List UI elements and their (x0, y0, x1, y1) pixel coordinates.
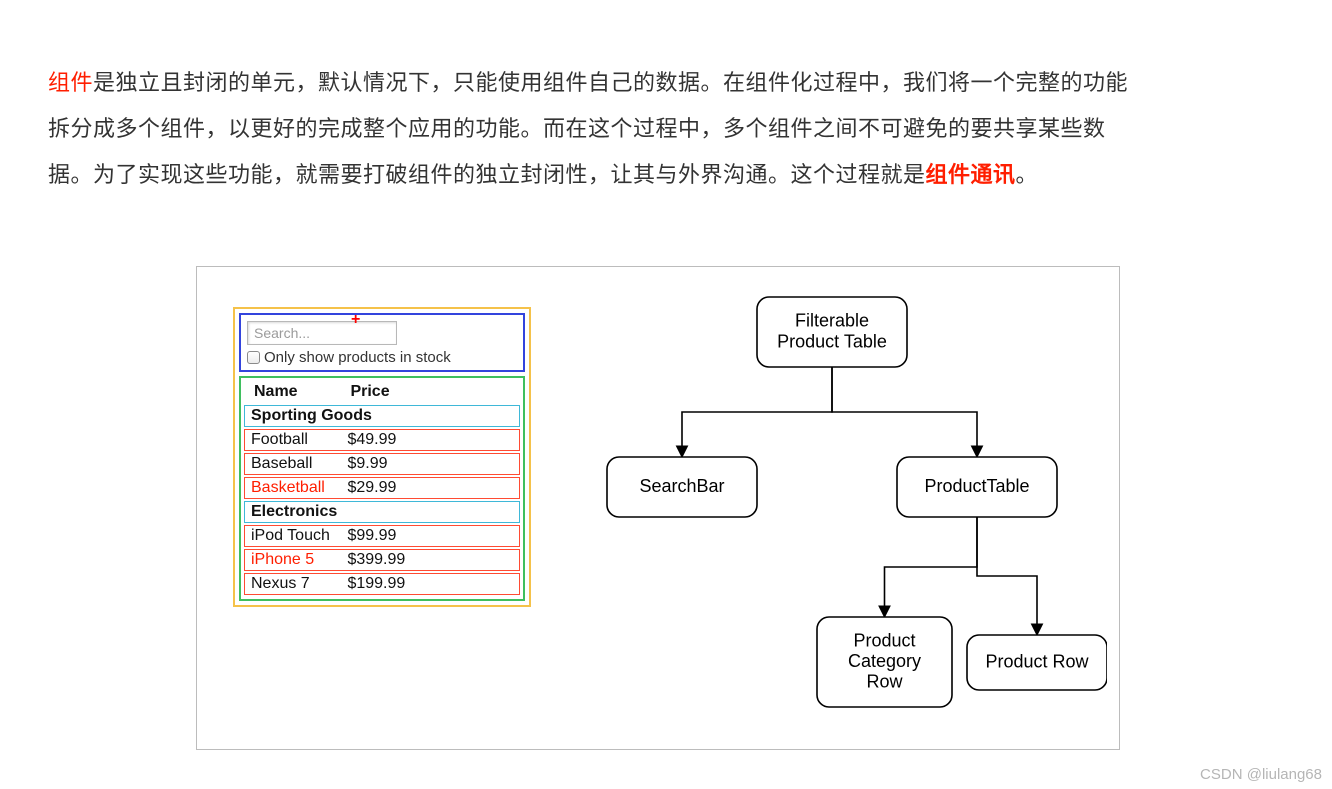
category-row: Electronics (244, 501, 520, 523)
intro-paragraph: 组件是独立且封闭的单元，默认情况下，只能使用组件自己的数据。在组件化过程中，我们… (48, 60, 1133, 198)
category-row: Sporting Goods (244, 405, 520, 427)
product-price: $199.99 (347, 575, 405, 593)
tree-node-label: SearchBar (639, 476, 724, 496)
tree-node-root: FilterableProduct Table (757, 297, 907, 367)
stock-label: Only show products in stock (264, 349, 451, 366)
tree-node-label: Category (848, 651, 921, 671)
product-row: Nexus 7 $199.99 (244, 573, 520, 595)
stock-checkbox[interactable] (247, 351, 260, 364)
component-tree-diagram: FilterableProduct Table SearchBar ProductT… (567, 277, 1107, 747)
product-name: iPhone 5 (251, 551, 343, 569)
filterable-product-table-mock: + Search... Only show products in stock … (233, 307, 531, 607)
stock-row: Only show products in stock (247, 349, 517, 366)
tree-node-pcr: ProductCategoryRow (817, 617, 952, 707)
product-price: $9.99 (347, 455, 387, 473)
tree-node-label: Row (866, 672, 903, 692)
tree-node-label: ProductTable (924, 476, 1029, 496)
product-row: Football $49.99 (244, 429, 520, 451)
search-input[interactable]: Search... (247, 321, 397, 345)
search-row: + Search... (247, 321, 517, 345)
product-price: $29.99 (347, 479, 396, 497)
tree-edge (832, 367, 977, 457)
searchbar-box: + Search... Only show products in stock (239, 313, 525, 372)
product-price: $49.99 (347, 431, 396, 449)
product-name: Basketball (251, 479, 343, 497)
tree-node-label: Product Table (777, 331, 887, 351)
product-row: Basketball $29.99 (244, 477, 520, 499)
product-name: Baseball (251, 455, 343, 473)
hl-component: 组件 (48, 70, 93, 95)
tree-node-sb: SearchBar (607, 457, 757, 517)
tree-node-pt: ProductTable (897, 457, 1057, 517)
header-name: Name (254, 383, 346, 401)
product-price: $399.99 (347, 551, 405, 569)
cursor-icon: + (351, 311, 360, 329)
tree-node-label: Filterable (795, 311, 869, 331)
product-row: Baseball $9.99 (244, 453, 520, 475)
figure-frame: + Search... Only show products in stock … (196, 266, 1120, 750)
tree-edge (682, 367, 832, 457)
table-header: Name Price (244, 381, 520, 403)
header-price: Price (350, 383, 389, 401)
product-row: iPhone 5 $399.99 (244, 549, 520, 571)
tree-node-pr: Product Row (967, 635, 1107, 690)
hl-communicate: 组件通讯 (926, 162, 1016, 187)
tree-edge (977, 517, 1037, 635)
product-table-box: Name Price Sporting Goods Football $49.9… (239, 376, 525, 601)
product-name: Nexus 7 (251, 575, 343, 593)
para-end: 。 (1016, 162, 1039, 187)
watermark: CSDN @liulang68 (1200, 766, 1322, 783)
product-name: iPod Touch (251, 527, 343, 545)
product-row: iPod Touch $99.99 (244, 525, 520, 547)
tree-node-label: Product Row (985, 651, 1089, 671)
product-price: $99.99 (347, 527, 396, 545)
tree-edge (885, 517, 978, 617)
tree-node-label: Product (853, 630, 915, 650)
product-name: Football (251, 431, 343, 449)
